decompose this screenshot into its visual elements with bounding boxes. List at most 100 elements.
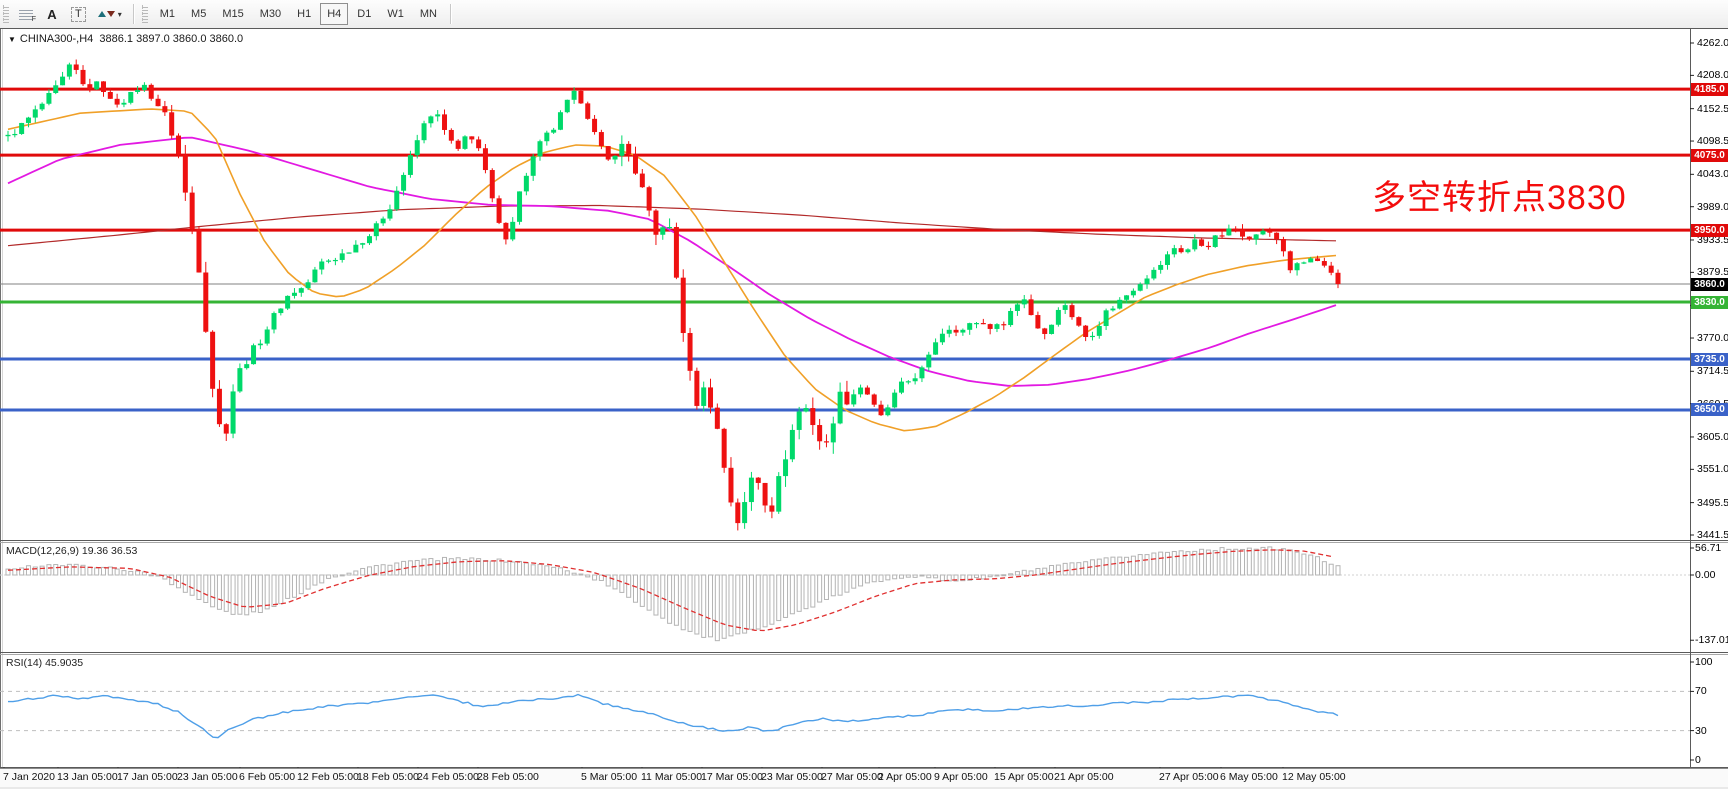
macd-bar	[742, 574, 748, 634]
macd-bar	[721, 574, 727, 639]
macd-bar	[837, 574, 843, 596]
candle-body	[496, 198, 502, 223]
timeframe-toolbar-drag-handle[interactable]	[141, 5, 148, 23]
candle-body	[1055, 309, 1061, 325]
macd-bar	[25, 565, 31, 576]
cursor-tools-button[interactable]: ▾	[93, 3, 127, 25]
macd-bar	[557, 567, 563, 576]
price-level-tag: 3860.0	[1691, 278, 1728, 291]
candle-body	[796, 411, 802, 430]
macd-bar	[851, 574, 857, 589]
font-tool-button[interactable]: A	[40, 3, 64, 25]
time-axis-label: 18 Feb 05:00	[357, 771, 419, 783]
toolbar-separator	[132, 4, 134, 24]
candle-body	[1014, 304, 1020, 311]
macd-bar	[169, 574, 175, 586]
time-axis-label: 12 Feb 05:00	[297, 771, 359, 783]
macd-bar	[912, 574, 918, 578]
time-axis-label: 2 Apr 05:00	[878, 771, 932, 783]
candle-body	[1083, 325, 1089, 338]
moving-averages	[7, 108, 1337, 432]
candle-body	[366, 236, 372, 244]
timeframe-button-m5[interactable]: M5	[184, 3, 213, 25]
macd-bar	[871, 574, 877, 583]
timeframe-button-mn[interactable]: MN	[413, 3, 444, 25]
macd-bar	[639, 574, 645, 607]
chart-annotation-text: 多空转折点3830	[1372, 179, 1627, 217]
grid-settings-button[interactable]: F	[14, 3, 38, 25]
macd-bar	[578, 573, 584, 576]
timeframe-button-h1[interactable]: H1	[290, 3, 318, 25]
time-axis-label: 23 Jan 05:00	[177, 771, 238, 783]
macd-bar	[278, 574, 284, 605]
macd-bar	[1171, 551, 1177, 576]
macd-bar	[1287, 549, 1293, 576]
candle-body	[210, 331, 216, 389]
timeframe-button-m1[interactable]: M1	[153, 3, 182, 25]
candle-body	[503, 222, 509, 240]
macd-bar	[1328, 563, 1334, 576]
macd-bar	[1055, 564, 1061, 576]
macd-bar	[735, 574, 741, 635]
candle-body	[728, 467, 734, 503]
candle-body	[169, 112, 175, 136]
text-label-tool-button[interactable]: T	[66, 3, 91, 25]
candle-body	[810, 408, 816, 426]
candle-body	[1301, 262, 1307, 264]
candle-body	[748, 477, 754, 503]
macd-bar	[1062, 562, 1068, 576]
macd-bar	[5, 568, 11, 576]
timeframe-button-m30[interactable]: M30	[253, 3, 288, 25]
candle-body	[442, 114, 448, 130]
price-axis-tick: 3989.0	[1697, 201, 1728, 213]
macd-bar	[1124, 556, 1130, 576]
candle-body	[305, 282, 311, 289]
candle-body	[639, 173, 645, 188]
dropdown-caret-icon: ▾	[117, 9, 122, 19]
macd-bar	[264, 574, 270, 610]
timeframe-button-d1[interactable]: D1	[350, 3, 378, 25]
macd-bar	[885, 574, 891, 581]
macd-bar	[455, 557, 461, 576]
macd-bar	[387, 564, 393, 576]
candle-body	[817, 425, 823, 442]
symbol-dropdown-icon[interactable]: ▼	[8, 35, 16, 44]
macd-bar	[898, 574, 904, 579]
time-axis-strip[interactable]	[0, 768, 1728, 789]
candle-body	[735, 502, 741, 524]
candle-body	[135, 90, 141, 92]
candle-body	[1089, 335, 1095, 338]
toolbar-drag-handle[interactable]	[3, 5, 9, 23]
candle-body	[592, 118, 598, 133]
price-level-tag: 3950.0	[1691, 224, 1728, 237]
macd-bar	[1219, 547, 1225, 576]
macd-bar	[1103, 557, 1109, 576]
candle-body	[1158, 264, 1164, 270]
macd-bar	[632, 574, 638, 603]
macd-bar	[776, 574, 782, 622]
price-axis-tick: 3770.0	[1697, 332, 1728, 344]
chart-canvas	[0, 28, 1728, 771]
candle-body	[953, 329, 959, 333]
candle-body	[960, 329, 966, 333]
macd-bar	[701, 574, 707, 638]
timeframe-button-m15[interactable]: M15	[215, 3, 250, 25]
price-axis-tick: 3714.5	[1697, 365, 1728, 377]
candle-body	[1076, 317, 1082, 326]
time-axis-label: 28 Feb 05:00	[477, 771, 539, 783]
candle-body	[1008, 310, 1014, 326]
macd-bar	[810, 574, 816, 608]
candle-body	[353, 244, 359, 253]
candle-body	[680, 277, 686, 334]
timeframe-button-w1[interactable]: W1	[380, 3, 411, 25]
macd-bar	[537, 563, 543, 576]
candle-body	[537, 141, 543, 157]
price-axis-tick: 3879.5	[1697, 266, 1728, 278]
macd-bar	[12, 568, 18, 576]
candle-body	[39, 103, 45, 110]
macd-bar	[755, 574, 761, 630]
candle-body	[858, 387, 864, 395]
timeframe-button-h4[interactable]: H4	[320, 3, 349, 25]
candle-body	[1315, 258, 1321, 262]
candle-body	[148, 84, 154, 99]
